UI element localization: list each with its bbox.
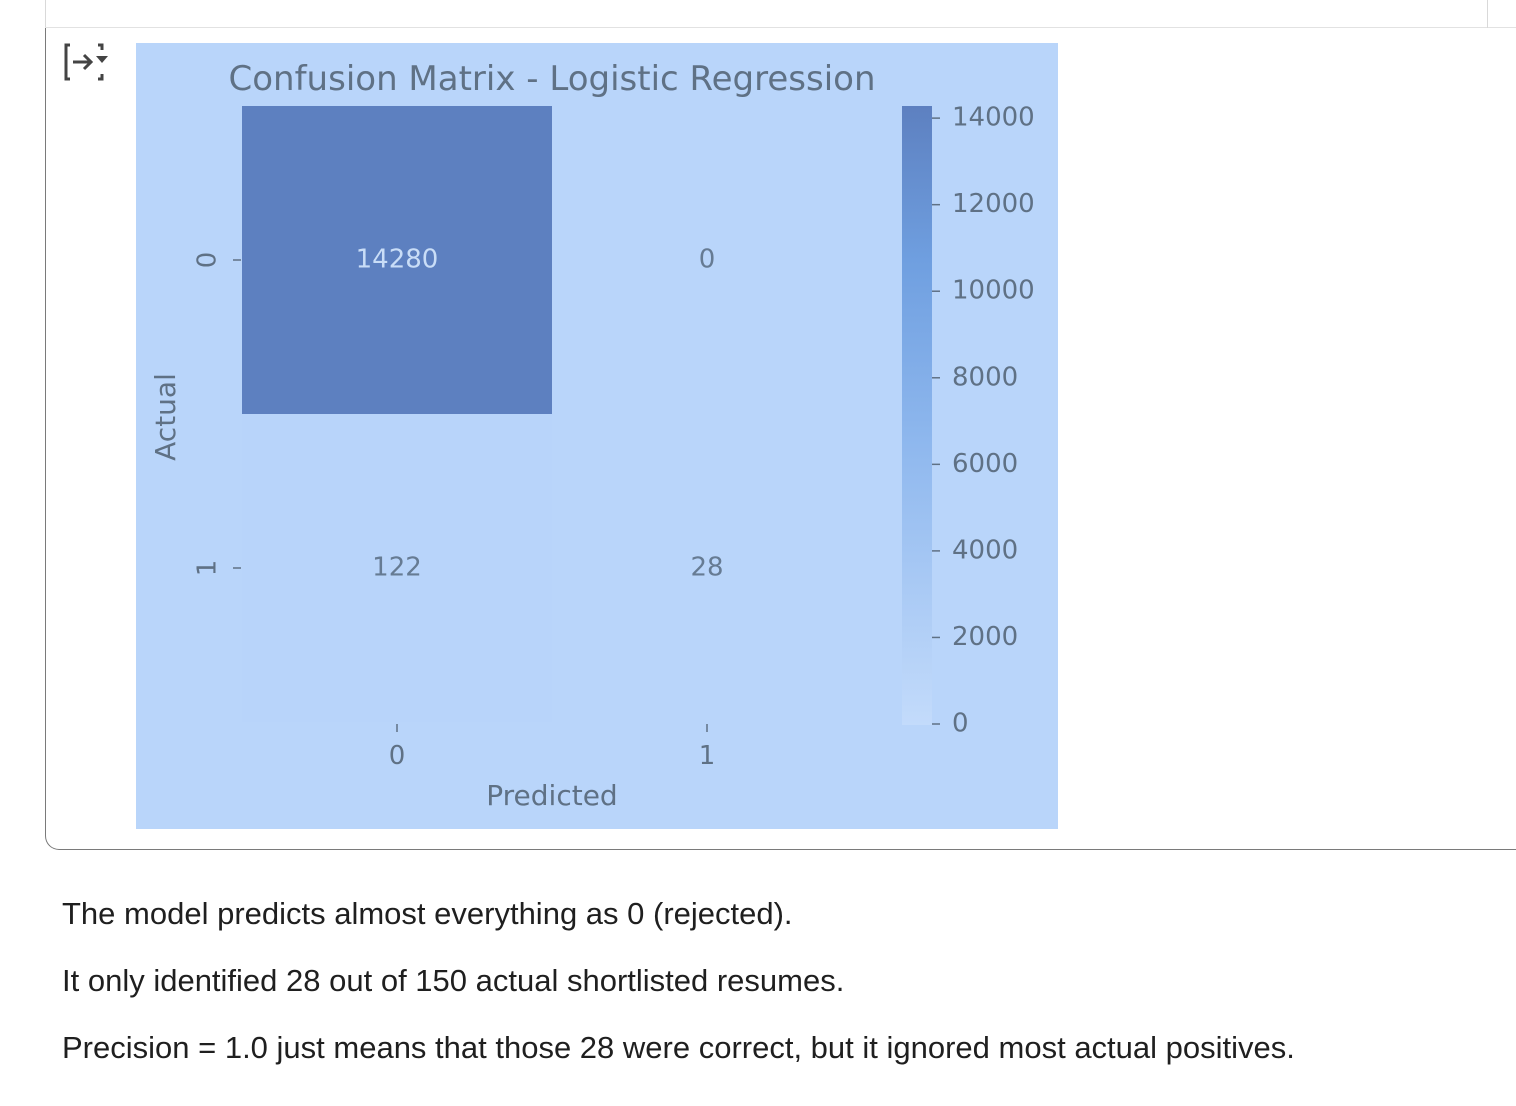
heatmap-annotation-1-1: 28 <box>690 553 723 583</box>
heatmap-cells <box>242 106 862 722</box>
colorbar-tick-label-4000: 4000 <box>952 535 1018 565</box>
heatmap-cell-1-1 <box>552 414 862 722</box>
confusion-matrix-figure: Confusion Matrix - Logistic Regression 1… <box>136 43 1058 829</box>
cell-edge-right <box>1487 0 1488 28</box>
heatmap-annotation-1-0: 122 <box>372 553 422 583</box>
y-axis-label: Actual <box>149 373 182 461</box>
confusion-matrix-chart: Confusion Matrix - Logistic Regression 1… <box>149 59 1035 812</box>
heatmap-annotation-0-0: 14280 <box>356 245 439 275</box>
colorbar-tick-label-10000: 10000 <box>952 276 1035 306</box>
colorbar-gradient <box>902 106 932 725</box>
colorbar: 0 2000 4000 6000 8000 10000 12000 14000 <box>902 103 1035 739</box>
markdown-line-1: The model predicts almost everything as … <box>62 896 793 931</box>
colorbar-tick-label-12000: 12000 <box>952 189 1035 219</box>
heatmap-cell-1-0 <box>242 414 552 722</box>
cell-edge-left <box>45 0 46 28</box>
x-axis-label: Predicted <box>486 779 617 812</box>
heatmap-cell-0-1 <box>552 106 862 414</box>
x-tick-label-1: 1 <box>699 741 716 771</box>
cell-output-frame <box>45 28 1516 850</box>
y-axis: 0 1 Actual <box>149 252 241 577</box>
colorbar-ticks: 0 2000 4000 6000 8000 10000 12000 14000 <box>932 103 1035 739</box>
output-collapse-icon[interactable] <box>64 42 108 82</box>
y-tick-label-1: 1 <box>193 560 223 577</box>
heatmap-annotation-0-1: 0 <box>699 245 716 275</box>
heatmap-cell-0-0 <box>242 106 552 414</box>
colorbar-tick-label-6000: 6000 <box>952 449 1018 479</box>
cell-divider <box>45 27 1516 28</box>
colorbar-tick-label-8000: 8000 <box>952 362 1018 392</box>
heatmap-annotations: 14280 0 122 28 <box>356 245 724 583</box>
markdown-line-2: It only identified 28 out of 150 actual … <box>62 963 845 998</box>
x-axis: 0 1 Predicted <box>389 724 716 812</box>
y-tick-label-0: 0 <box>193 252 223 269</box>
colorbar-tick-label-0: 0 <box>952 709 969 739</box>
markdown-cell: The model predicts almost everything as … <box>62 892 1482 1093</box>
chart-title: Confusion Matrix - Logistic Regression <box>229 59 876 99</box>
colorbar-tick-label-14000: 14000 <box>952 103 1035 133</box>
colorbar-tick-label-2000: 2000 <box>952 622 1018 652</box>
markdown-line-3: Precision = 1.0 just means that those 28… <box>62 1030 1295 1065</box>
x-tick-label-0: 0 <box>389 741 406 771</box>
